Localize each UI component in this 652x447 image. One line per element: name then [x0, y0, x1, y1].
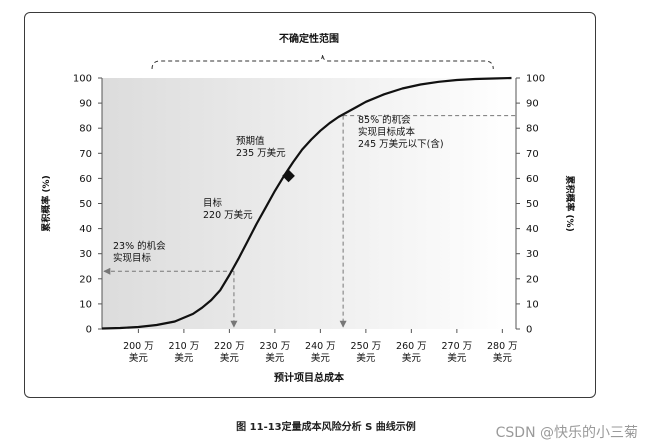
y-tick-label-left: 30	[79, 249, 92, 260]
y-tick-label-right: 10	[526, 299, 539, 310]
y-tick-label-left: 10	[79, 299, 92, 310]
x-tick-label: 210 万	[169, 341, 200, 352]
x-tick-label: 美元	[220, 352, 240, 364]
y-tick-label-right: 30	[526, 249, 539, 260]
y-tick-label-right: 60	[526, 174, 539, 185]
y-tick-label-right: 90	[526, 99, 539, 110]
watermark: CSDN @快乐的小三菊	[495, 425, 638, 441]
target-probability-label: 23% 的机会	[113, 240, 166, 252]
x-tick-label: 240 万	[305, 341, 336, 352]
y-tick-label-right: 0	[526, 325, 532, 336]
x-tick-label: 美元	[311, 352, 331, 364]
p85-label: 实现目标成本	[358, 126, 416, 138]
y-axis-title-right: 累积概率 (%)	[564, 175, 576, 231]
figure-caption: 图 11-13定量成本风险分析 S 曲线示例	[236, 422, 416, 433]
target-cost-label: 220 万美元	[203, 209, 253, 221]
x-tick-label: 230 万	[260, 341, 291, 352]
x-tick-label: 美元	[447, 352, 467, 364]
target-cost-label: 目标	[203, 197, 223, 209]
y-tick-label-left: 0	[86, 325, 92, 336]
expected-value-label: 预期值	[236, 135, 265, 147]
y-tick-label-left: 40	[79, 224, 92, 235]
y-tick-label-right: 20	[526, 274, 539, 285]
expected-value-label: 235 万美元	[236, 147, 286, 159]
x-tick-label: 260 万	[396, 341, 427, 352]
plot-background	[102, 78, 516, 329]
uncertainty-range-brace	[151, 53, 494, 70]
target-probability-label: 实现目标	[113, 252, 152, 264]
x-tick-label: 美元	[129, 352, 149, 364]
y-tick-label-right: 50	[526, 199, 539, 210]
y-tick-label-right: 100	[526, 74, 545, 85]
x-tick-label: 200 万	[123, 341, 154, 352]
x-tick-label: 美元	[174, 352, 194, 364]
x-axis-title: 预计项目总成本	[274, 371, 345, 384]
figure-frame: 0 0 10 10 20 20 30 30 40 40 50 50 60 60 70 70 80 80 90 90 10…	[24, 12, 596, 398]
s-curve-chart: 0 0 10 10 20 20 30 30 40 40 50 50 60 60 70 70 80 80 90 90 10…	[40, 32, 576, 384]
y-tick-label-left: 50	[79, 199, 92, 210]
x-tick-label: 美元	[493, 352, 513, 364]
y-tick-label-left: 80	[79, 124, 92, 135]
expected-value-marker	[282, 169, 295, 183]
x-tick-label: 美元	[402, 352, 422, 364]
y-tick-label-right: 40	[526, 224, 539, 235]
p85-label: 85% 的机会	[358, 114, 411, 126]
y-tick-label-left: 70	[79, 149, 92, 160]
y-axis-title-left: 累积概率 (%)	[40, 175, 52, 231]
y-tick-label-left: 20	[79, 274, 92, 285]
y-tick-label-left: 60	[79, 174, 92, 185]
x-tick-label: 270 万	[442, 341, 473, 352]
y-tick-label-left: 100	[73, 74, 92, 85]
y-tick-label-right: 70	[526, 149, 539, 160]
s-curve-line	[101, 76, 512, 330]
x-tick-label: 220 万	[214, 341, 245, 352]
y-tick-label-left: 90	[79, 99, 92, 110]
x-tick-label: 美元	[356, 352, 376, 364]
x-tick-label: 美元	[265, 352, 285, 364]
y-tick-label-right: 80	[526, 124, 539, 135]
p85-label: 245 万美元以下(含)	[358, 138, 444, 150]
x-tick-label: 250 万	[351, 341, 382, 352]
x-tick-label: 280 万	[487, 341, 518, 352]
chart-title: 不确定性范围	[279, 32, 339, 45]
